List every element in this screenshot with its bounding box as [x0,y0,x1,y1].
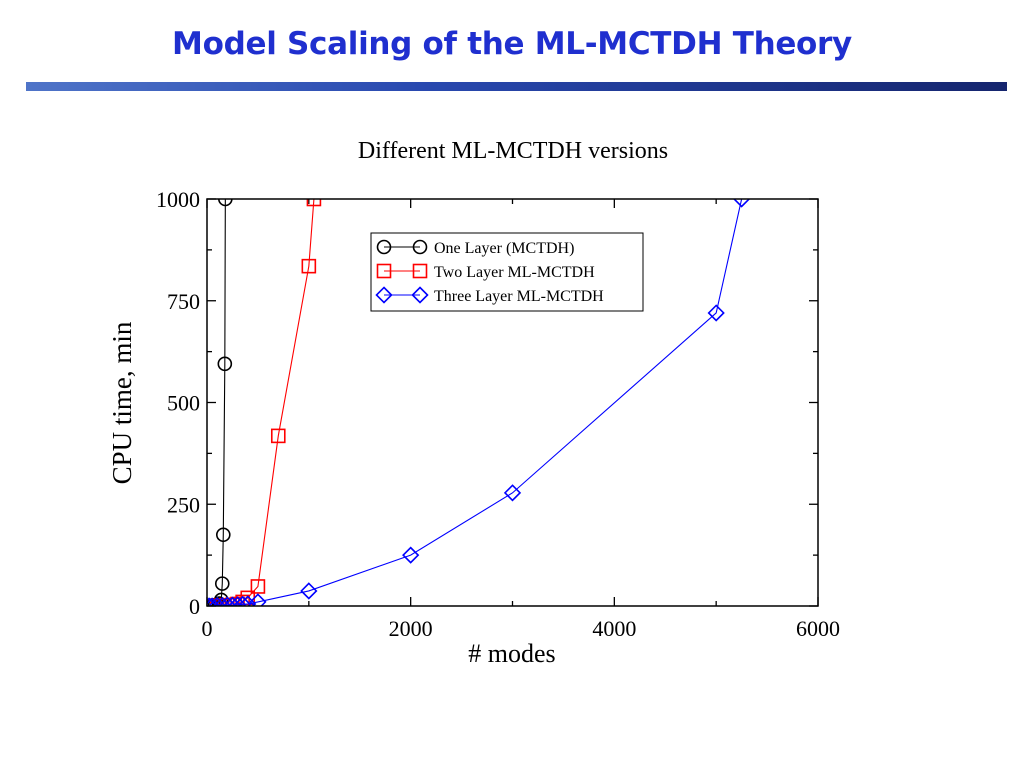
legend-marker [411,286,429,304]
data-point-series-2 [250,579,266,594]
legend-marker [375,286,393,304]
legend-label: One Layer (MCTDH) [434,240,574,257]
data-point-series-1 [217,356,233,372]
data-point-series-3 [707,304,725,322]
x-tick-label: 0 [202,616,213,641]
data-point-series-1 [218,199,233,207]
data-point-series-3 [732,199,751,208]
title-divider [26,82,1007,91]
data-point-series-1 [215,527,231,543]
data-point-series-2 [306,199,322,207]
data-point-series-3 [503,484,522,502]
legend: One Layer (MCTDH) Two Layer ML-MCTDH Three… [370,232,644,312]
data-point-series-3 [300,582,318,600]
data-point-series-3 [239,595,257,606]
legend-marker [376,239,392,255]
data-point-series-3 [207,597,218,606]
x-tick-label: 4000 [592,616,636,641]
x-tick-label: 2000 [389,616,433,641]
slide-title: Model Scaling of the ML-MCTDH Theory [172,26,852,62]
legend-marker [412,263,428,279]
x-tick-label: 6000 [796,616,840,641]
legend-label: Two Layer ML-MCTDH [434,264,595,281]
y-tick-label: 0 [189,594,200,619]
y-axis-label: CPU time, min [107,321,137,484]
y-tick-label: 500 [167,391,200,416]
data-point-series-3 [234,595,252,606]
data-point-series-2 [270,428,286,444]
data-point-series-3 [249,593,267,606]
series-line-1 [208,199,226,606]
data-point-series-3 [402,546,420,564]
plot-frame [206,198,819,607]
data-point-series-2 [301,258,317,274]
y-tick-label: 750 [167,289,200,314]
x-axis-label: # modes [468,639,555,668]
legend-marker [412,239,428,255]
chart-title: Different ML-MCTDH versions [358,138,668,164]
y-tick-label: 250 [167,492,200,517]
y-tick-label: 1000 [156,187,200,212]
tick-labels: 0 2000 4000 6000 0 250 500 750 1000 [156,187,840,641]
data-point-series-1 [214,576,230,591]
legend-marker [376,263,392,279]
legend-label: Three Layer ML-MCTDH [434,288,604,305]
